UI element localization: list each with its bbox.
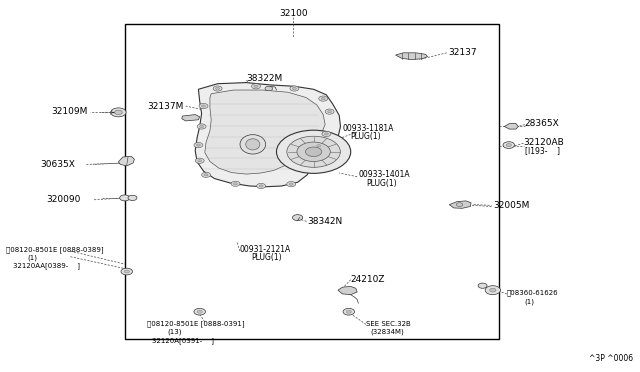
Circle shape <box>204 174 208 176</box>
Circle shape <box>234 183 237 185</box>
Circle shape <box>257 183 266 189</box>
Text: 32120A[0391-    ]: 32120A[0391- ] <box>152 337 214 344</box>
Text: PLUG(1): PLUG(1) <box>251 253 282 262</box>
Polygon shape <box>449 201 471 208</box>
Circle shape <box>197 124 206 129</box>
Circle shape <box>478 283 487 288</box>
Circle shape <box>194 142 203 148</box>
Bar <box>125 24 499 339</box>
Text: Ⓑ08120-8501E [0888-0389]: Ⓑ08120-8501E [0888-0389] <box>6 246 104 253</box>
Text: 32109M: 32109M <box>51 107 88 116</box>
Text: (13): (13) <box>168 328 182 335</box>
Polygon shape <box>118 156 134 166</box>
Text: 38322M: 38322M <box>246 74 283 83</box>
Circle shape <box>252 84 260 89</box>
Circle shape <box>343 308 355 315</box>
Text: (1): (1) <box>525 298 535 305</box>
Text: 30635X: 30635X <box>40 160 75 169</box>
Polygon shape <box>504 124 518 129</box>
Circle shape <box>195 158 204 163</box>
Circle shape <box>503 142 515 148</box>
Circle shape <box>216 87 220 90</box>
Circle shape <box>506 144 511 147</box>
Circle shape <box>456 203 463 206</box>
Ellipse shape <box>240 135 266 154</box>
Text: 320090: 320090 <box>47 195 81 204</box>
Circle shape <box>297 142 330 161</box>
Circle shape <box>120 195 130 201</box>
Text: 32137: 32137 <box>448 48 477 57</box>
Circle shape <box>321 97 325 100</box>
Circle shape <box>292 215 303 221</box>
Circle shape <box>322 131 331 137</box>
Circle shape <box>490 288 496 292</box>
Text: Ⓑ08120-8501E [0888-0391]: Ⓑ08120-8501E [0888-0391] <box>147 320 245 327</box>
Circle shape <box>200 125 204 128</box>
Circle shape <box>197 310 202 313</box>
Circle shape <box>287 182 296 187</box>
Circle shape <box>111 108 126 117</box>
Circle shape <box>287 136 340 167</box>
Text: [I193-    ]: [I193- ] <box>525 146 560 155</box>
Text: PLUG(1): PLUG(1) <box>366 179 397 187</box>
Circle shape <box>324 133 328 135</box>
Circle shape <box>325 109 334 114</box>
Circle shape <box>194 308 205 315</box>
Circle shape <box>485 286 500 295</box>
Text: 00931-2121A: 00931-2121A <box>240 245 291 254</box>
Circle shape <box>202 105 205 107</box>
Text: 32120AB: 32120AB <box>524 138 564 147</box>
Polygon shape <box>182 115 200 121</box>
Circle shape <box>328 110 332 113</box>
Text: 32120AA[0389-    ]: 32120AA[0389- ] <box>13 263 80 269</box>
Polygon shape <box>195 83 340 187</box>
Circle shape <box>196 144 200 146</box>
Circle shape <box>319 96 328 101</box>
Text: 32005M: 32005M <box>493 201 529 210</box>
Circle shape <box>292 87 296 90</box>
Text: PLUG(1): PLUG(1) <box>351 132 381 141</box>
Text: 32137M: 32137M <box>147 102 184 110</box>
Circle shape <box>213 86 222 91</box>
Circle shape <box>128 195 137 201</box>
Circle shape <box>346 310 351 313</box>
Circle shape <box>202 172 211 177</box>
Polygon shape <box>338 286 357 295</box>
Circle shape <box>121 268 132 275</box>
Text: Ⓢ08360-61626: Ⓢ08360-61626 <box>507 290 559 296</box>
Circle shape <box>254 85 258 87</box>
Text: 32100: 32100 <box>279 9 307 17</box>
Circle shape <box>199 103 208 109</box>
Circle shape <box>265 86 273 91</box>
Polygon shape <box>205 90 325 174</box>
Circle shape <box>259 185 263 187</box>
Text: (32834M): (32834M) <box>370 328 404 335</box>
Text: 00933-1401A: 00933-1401A <box>358 170 410 179</box>
Text: 00933-1181A: 00933-1181A <box>342 124 394 133</box>
Circle shape <box>231 181 240 186</box>
Circle shape <box>305 147 322 157</box>
Text: SEE SEC.32B: SEE SEC.32B <box>366 321 411 327</box>
Text: ^3P ^0006: ^3P ^0006 <box>589 354 634 363</box>
Circle shape <box>314 143 323 148</box>
Polygon shape <box>396 53 428 60</box>
Circle shape <box>198 160 202 162</box>
Text: 38342N: 38342N <box>307 217 342 226</box>
Text: 28365X: 28365X <box>525 119 559 128</box>
Circle shape <box>124 270 129 273</box>
Text: 24210Z: 24210Z <box>351 275 385 283</box>
Text: (1): (1) <box>27 254 37 261</box>
Circle shape <box>289 183 293 185</box>
Circle shape <box>290 86 299 91</box>
Circle shape <box>115 110 122 115</box>
Ellipse shape <box>246 139 260 150</box>
Circle shape <box>317 145 321 147</box>
Circle shape <box>276 130 351 173</box>
